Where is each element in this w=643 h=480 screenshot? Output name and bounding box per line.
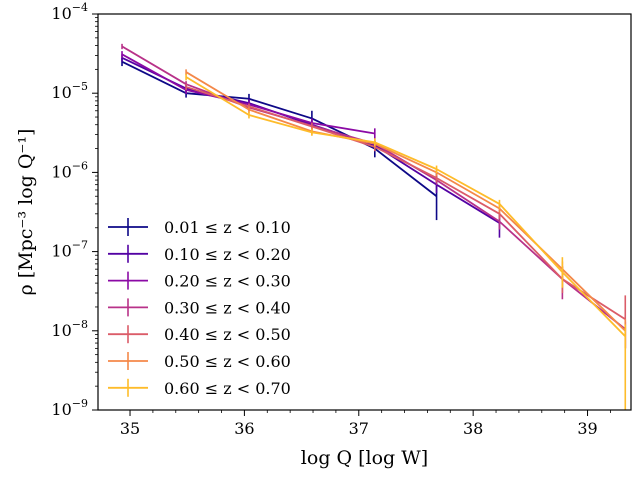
series-1 — [121, 57, 438, 221]
x-tick-label: 35 — [120, 419, 140, 438]
series-line — [121, 53, 375, 135]
legend: 0.01 ≤ z < 0.10 0.10 ≤ z < 0.20 0.20 ≤ z <… — [108, 218, 291, 398]
legend-item: 0.20 ≤ z < 0.30 — [108, 271, 291, 291]
legend-label: 0.20 ≤ z < 0.30 — [164, 272, 291, 291]
series-line — [121, 60, 438, 197]
y-tick-label: 10−5 — [51, 80, 88, 102]
x-axis-label: log Q [log W] — [301, 447, 428, 469]
legend-item: 0.01 ≤ z < 0.10 — [108, 218, 291, 237]
x-tick-label: 39 — [577, 419, 597, 438]
plot-frame — [97, 13, 632, 411]
x-tick-label: 36 — [234, 419, 254, 438]
series-layer — [121, 43, 627, 410]
legend-label: 0.10 ≤ z < 0.20 — [164, 245, 291, 264]
series-2 — [121, 54, 501, 238]
y-tick-label: 10−9 — [51, 397, 88, 419]
legend-item: 0.60 ≤ z < 0.70 — [108, 378, 291, 398]
legend-label: 0.30 ≤ z < 0.40 — [164, 298, 291, 317]
series-line — [185, 86, 626, 320]
series-line — [185, 76, 626, 338]
x-tick-label: 38 — [463, 419, 483, 438]
legend-item: 0.30 ≤ z < 0.40 — [108, 298, 291, 317]
y-tick-label: 10−4 — [51, 1, 88, 23]
legend-item: 0.10 ≤ z < 0.20 — [108, 245, 291, 264]
legend-label: 0.01 ≤ z < 0.10 — [164, 218, 291, 237]
legend-label: 0.50 ≤ z < 0.60 — [164, 352, 291, 371]
series-7 — [185, 73, 627, 410]
x-tick-label: 37 — [349, 419, 369, 438]
legend-label: 0.60 ≤ z < 0.70 — [164, 379, 291, 398]
legend-item: 0.50 ≤ z < 0.60 — [108, 352, 291, 371]
series-line — [185, 71, 626, 332]
axes-layer: 35 36 37 38 39 10−9 10−8 10−7 10−6 10−5 10−4 — [51, 1, 611, 438]
y-tick-label: 10−8 — [51, 318, 88, 340]
y-tick-label: 10−6 — [51, 159, 88, 181]
y-axis-label: ρ [Mpc⁻³ log Q⁻¹] — [15, 129, 37, 296]
legend-label: 0.40 ≤ z < 0.50 — [164, 325, 291, 344]
legend-item: 0.40 ≤ z < 0.50 — [108, 325, 291, 344]
y-tick-label: 10−7 — [51, 239, 88, 261]
series-line — [121, 56, 500, 224]
